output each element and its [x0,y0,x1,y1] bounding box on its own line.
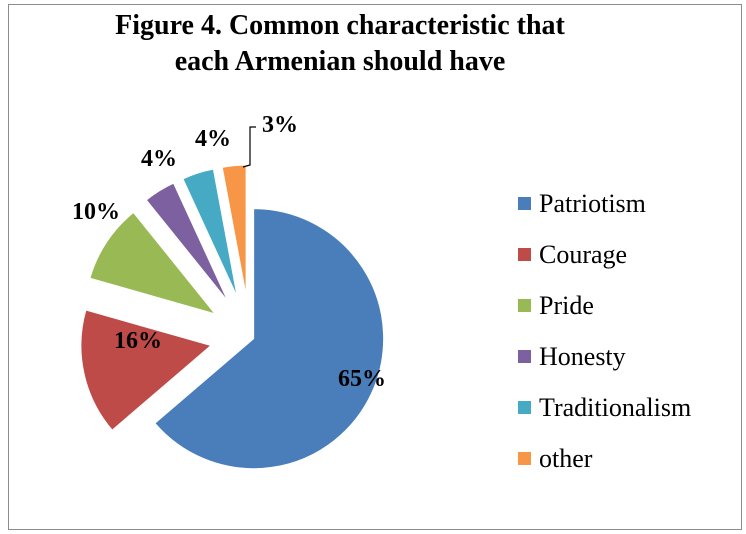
chart-title-line-1: Figure 4. Common characteristic that [115,10,565,41]
pie-slice-patriotism [154,208,385,470]
legend-swatch [518,299,531,312]
legend-item-patriotism: Patriotism [518,178,691,229]
chart-title: Figure 4. Common characteristic that eac… [60,8,620,80]
legend-item-traditionalism: Traditionalism [518,382,691,433]
data-label-courage: 16% [114,328,162,354]
chart-title-line-2: each Armenian should have [174,46,506,77]
pie-data-labels: 65% 16% 10% 4% 4% 3% [72,112,386,392]
pie-slice-traditionalism [182,168,238,298]
legend-label: Honesty [539,341,626,371]
data-label-traditionalism: 4% [195,126,231,152]
legend-item-courage: Courage [518,229,691,280]
data-label-other: 3% [262,112,298,138]
chart-legend: Patriotism Courage Pride Honesty Traditi… [518,178,691,484]
legend-label: Pride [539,290,594,320]
legend-swatch [518,248,531,261]
data-label-honesty: 4% [141,146,177,172]
leader-line-other [242,126,256,168]
pie-slice-other [221,164,247,296]
legend-item-other: other [518,433,691,484]
legend-label: Patriotism [539,188,646,218]
legend-swatch [518,197,531,210]
pie-slice-pride [89,211,217,315]
legend-swatch [518,401,531,414]
pie-slice-honesty [145,182,229,302]
pie-slices [80,164,385,470]
legend-label: Courage [539,239,628,269]
legend-item-honesty: Honesty [518,331,691,382]
data-label-pride: 10% [72,199,120,225]
legend-label: other [539,443,593,473]
pie-slice-courage [80,309,212,431]
legend-label: Traditionalism [539,392,692,422]
legend-swatch [518,452,531,465]
data-label-patriotism: 65% [338,366,386,392]
legend-swatch [518,350,531,363]
legend-item-pride: Pride [518,280,691,331]
